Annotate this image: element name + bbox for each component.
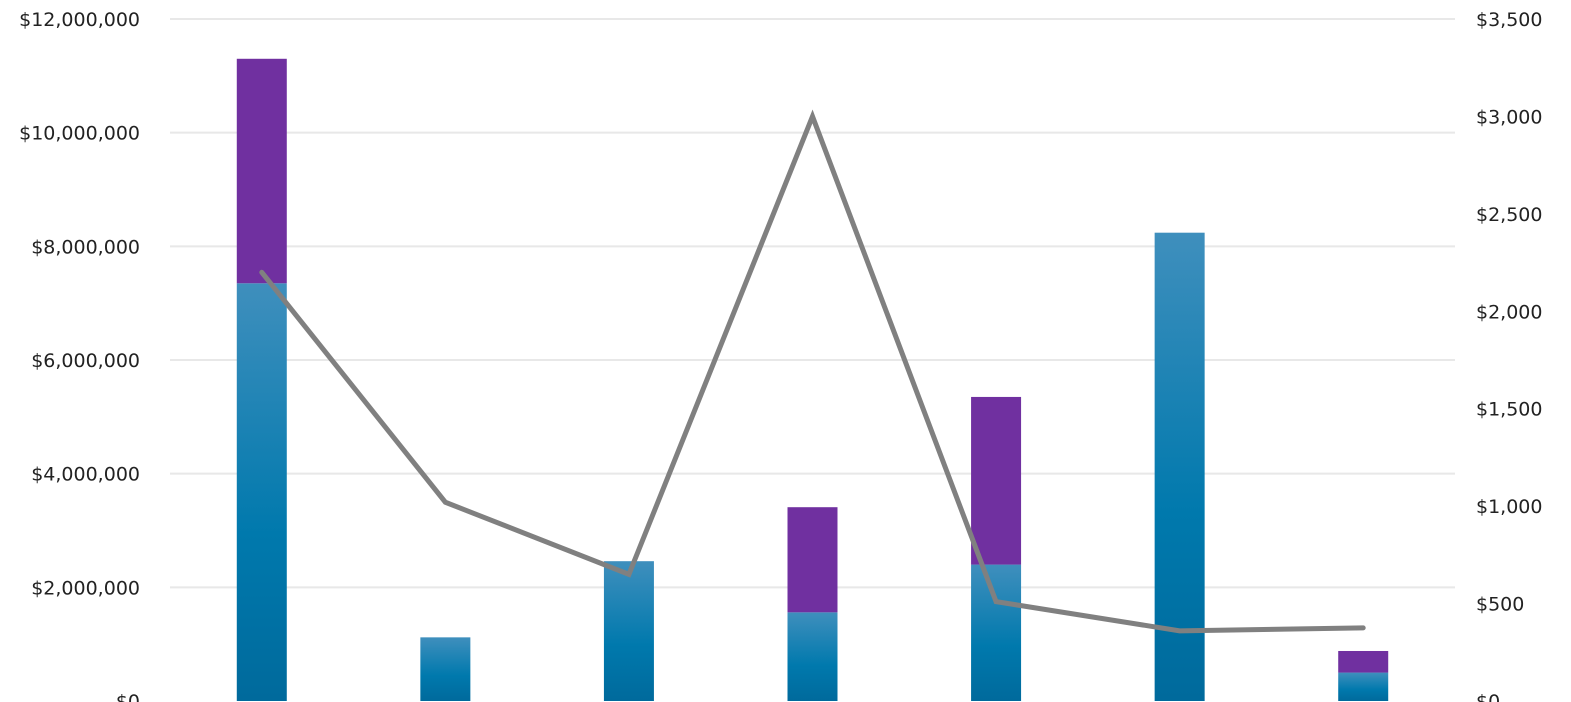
bar-segment-top xyxy=(971,396,1022,565)
right-tick-label: $3,000 xyxy=(1476,106,1542,128)
right-tick-label: $500 xyxy=(1476,594,1524,616)
bar-segment-top xyxy=(1338,650,1389,673)
right-tick-label: $2,000 xyxy=(1476,301,1542,323)
left-tick-label: $6,000,000 xyxy=(31,350,140,372)
bar-segment-base xyxy=(420,637,471,701)
line-series xyxy=(259,109,1366,634)
bar-segment-base xyxy=(971,564,1022,701)
bar-segment-top xyxy=(236,58,287,284)
bar-segment-top xyxy=(787,507,838,613)
left-axis-ticks: $0 $2,000,000 $4,000,000 $6,000,000 $8,000,0… xyxy=(19,9,140,702)
bar-segment-base xyxy=(603,561,654,701)
left-tick-label: $10,000,000 xyxy=(19,123,140,145)
bar-segment-base xyxy=(236,283,287,701)
bar-segment-base xyxy=(1154,232,1205,701)
bar-segment-base xyxy=(1338,672,1389,701)
bar-series xyxy=(236,58,1389,701)
right-tick-label: $1,500 xyxy=(1476,399,1542,421)
right-tick-label: $2,500 xyxy=(1476,204,1542,226)
right-tick-label: $1,000 xyxy=(1476,496,1542,518)
line-series-path xyxy=(259,109,1366,634)
left-tick-label: $8,000,000 xyxy=(31,236,140,258)
left-tick-label: $12,000,000 xyxy=(19,9,140,31)
left-tick-label: $4,000,000 xyxy=(31,464,140,486)
left-tick-label: $0 xyxy=(116,691,140,702)
right-tick-label: $3,500 xyxy=(1476,9,1542,31)
right-tick-label: $0 xyxy=(1476,691,1500,702)
right-axis-ticks: $0 $500 $1,000 $1,500 $2,000 $2,500 $3,000 $3,5… xyxy=(1476,9,1542,702)
left-tick-label: $2,000,000 xyxy=(31,577,140,599)
bar-segment-base xyxy=(787,612,838,701)
gridlines xyxy=(170,18,1455,589)
